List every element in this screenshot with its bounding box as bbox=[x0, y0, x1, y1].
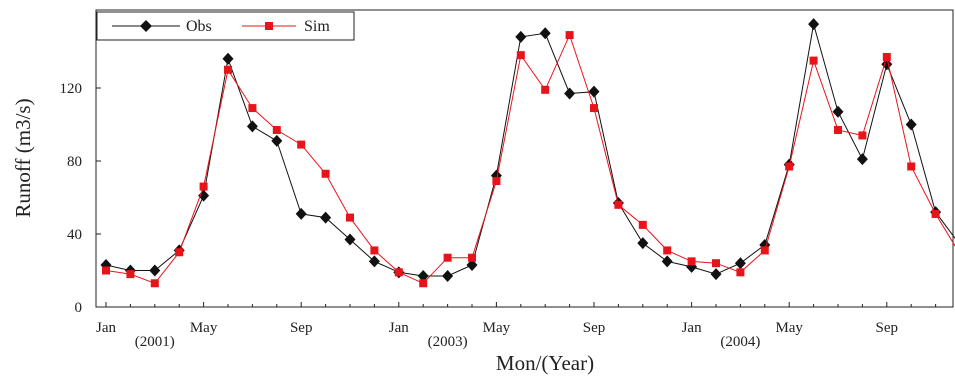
data-point-obs bbox=[661, 255, 673, 268]
data-point-sim bbox=[248, 104, 257, 113]
data-point-obs bbox=[564, 87, 576, 100]
data-point-sim bbox=[541, 85, 550, 94]
data-point-sim bbox=[272, 125, 281, 134]
data-point-sim bbox=[907, 162, 916, 171]
legend-marker-obs bbox=[140, 20, 152, 32]
x-tick-label: May bbox=[483, 320, 511, 336]
data-point-sim bbox=[785, 162, 794, 171]
year-label: (2001) bbox=[135, 334, 175, 350]
data-point-sim bbox=[931, 209, 940, 218]
data-point-obs bbox=[149, 264, 161, 277]
series-line-sim bbox=[105, 33, 955, 284]
data-point-sim bbox=[638, 220, 647, 229]
x-tick-label: Jan bbox=[389, 320, 409, 336]
x-tick-label: May bbox=[190, 320, 218, 336]
data-point-obs bbox=[271, 134, 283, 147]
y-tick-label: 40 bbox=[67, 227, 82, 243]
data-point-sim bbox=[809, 56, 818, 65]
data-point-obs bbox=[222, 52, 234, 65]
legend-label-obs: Obs bbox=[186, 18, 212, 35]
data-point-sim bbox=[346, 213, 354, 222]
data-point-obs bbox=[344, 233, 356, 246]
y-tick-label: 0 bbox=[75, 300, 83, 316]
data-point-sim bbox=[834, 125, 842, 134]
data-point-sim bbox=[443, 253, 452, 262]
data-point-sim bbox=[712, 259, 720, 268]
y-tick-label: 120 bbox=[60, 81, 83, 97]
data-point-sim bbox=[663, 246, 672, 255]
plot-frame bbox=[95, 9, 954, 308]
data-point-obs bbox=[808, 18, 820, 31]
data-point-obs bbox=[905, 118, 917, 131]
data-point-obs bbox=[515, 30, 527, 43]
data-point-sim bbox=[760, 246, 769, 255]
year-label: (2003) bbox=[428, 334, 468, 350]
data-point-obs bbox=[368, 255, 380, 268]
data-point-obs bbox=[442, 269, 454, 282]
data-point-obs bbox=[856, 153, 868, 166]
x-tick-label: Jan bbox=[682, 320, 702, 336]
year-label: (2004) bbox=[720, 334, 760, 350]
y-axis-title: Runoff (m3/s) bbox=[11, 98, 35, 217]
x-tick-label: Sep bbox=[290, 320, 313, 336]
legend-marker-sim bbox=[265, 22, 273, 30]
series-line-obs bbox=[105, 23, 955, 277]
data-point-sim bbox=[175, 248, 184, 257]
data-point-sim bbox=[590, 104, 598, 113]
x-tick-label: Jan bbox=[96, 320, 116, 336]
series-layer bbox=[100, 18, 955, 288]
data-point-sim bbox=[419, 279, 428, 288]
data-point-obs bbox=[637, 237, 649, 250]
data-point-sim bbox=[882, 52, 891, 61]
data-point-obs bbox=[320, 211, 332, 224]
data-point-sim bbox=[126, 270, 135, 279]
x-tick-label: Sep bbox=[876, 320, 899, 336]
data-point-sim bbox=[858, 131, 867, 140]
x-tick-label: Sep bbox=[583, 320, 606, 336]
x-tick-label: May bbox=[775, 320, 803, 336]
data-point-obs bbox=[466, 259, 478, 272]
data-point-sim bbox=[370, 246, 379, 255]
legend: Obs Sim bbox=[96, 11, 355, 41]
data-point-obs bbox=[246, 120, 258, 133]
data-point-sim bbox=[516, 51, 525, 60]
data-point-sim bbox=[297, 140, 306, 149]
x-axis-title: Mon/(Year) bbox=[496, 351, 594, 375]
legend-label-sim: Sim bbox=[304, 18, 330, 35]
data-point-sim bbox=[102, 266, 110, 275]
data-point-obs bbox=[588, 85, 600, 98]
y-tick-label: 80 bbox=[67, 154, 82, 170]
data-point-obs bbox=[710, 268, 722, 281]
data-point-obs bbox=[417, 269, 429, 282]
data-point-sim bbox=[614, 200, 623, 209]
data-point-sim bbox=[492, 177, 501, 186]
data-point-sim bbox=[394, 268, 403, 277]
data-point-sim bbox=[199, 182, 208, 191]
data-point-obs bbox=[539, 27, 551, 40]
data-point-sim bbox=[321, 169, 330, 178]
y-axis: 0 40 80 120 bbox=[60, 81, 101, 316]
data-point-sim bbox=[224, 65, 232, 74]
data-point-sim bbox=[565, 31, 574, 40]
x-axis: Jan May Sep Jan May Sep Jan May Sep (2001) (2003) (… bbox=[96, 302, 937, 350]
data-point-sim bbox=[150, 279, 159, 288]
data-point-sim bbox=[468, 253, 476, 262]
data-point-sim bbox=[687, 257, 696, 266]
data-point-obs bbox=[832, 105, 844, 118]
data-point-sim bbox=[736, 268, 745, 277]
data-point-obs bbox=[295, 207, 307, 220]
data-point-obs bbox=[734, 257, 746, 270]
